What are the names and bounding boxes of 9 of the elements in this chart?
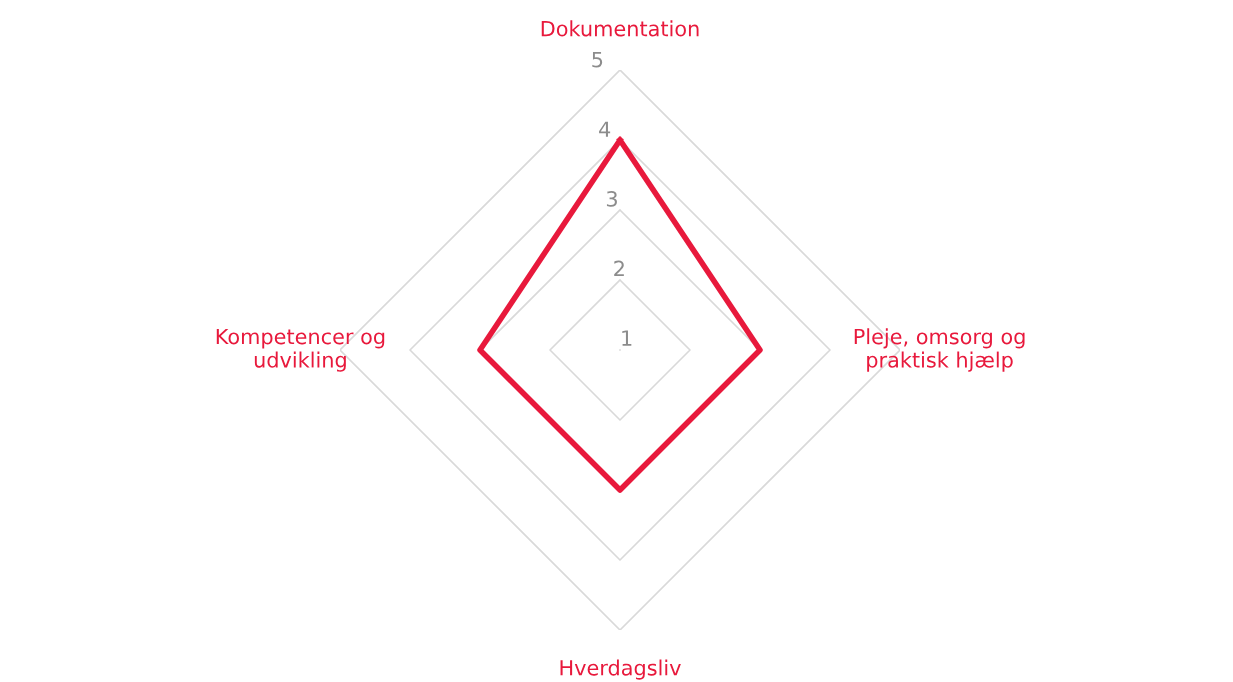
y-tick-label: 3 — [606, 190, 617, 207]
spoke-label: Hverdagsliv — [560, 659, 681, 680]
y-tick-label: 1 — [622, 330, 632, 346]
spoke-label: Pleje, omsorg og praktisk hjælp — [854, 328, 1025, 372]
y-tick-label: 4 — [599, 121, 611, 137]
spoke-label: Kompetencer og udvikling — [216, 328, 385, 372]
y-tick-label: 5 — [592, 52, 603, 68]
y-tick-label: 2 — [614, 260, 624, 277]
spoke-label: Dokumentation — [541, 20, 699, 37]
